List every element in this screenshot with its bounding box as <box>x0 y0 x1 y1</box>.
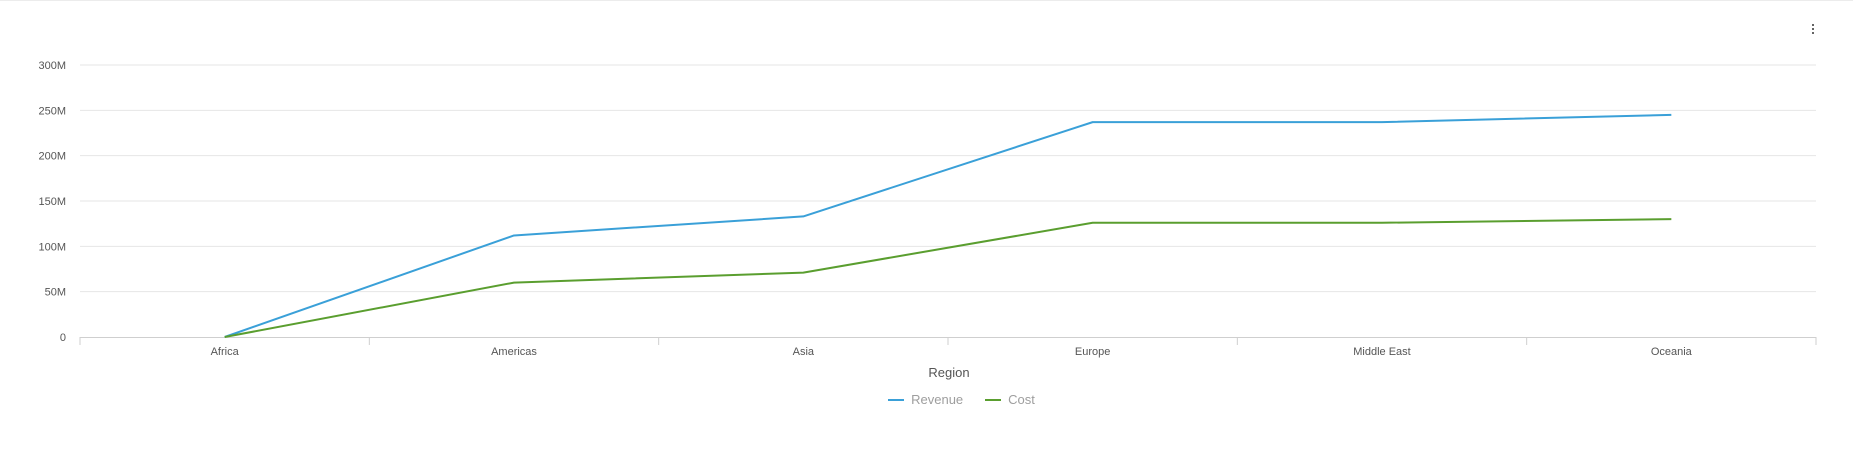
y-tick-label: 0 <box>60 332 66 344</box>
series-line-revenue[interactable] <box>224 113 1672 338</box>
legend-label-revenue: Revenue <box>911 392 964 407</box>
top-divider <box>0 0 1853 1</box>
y-tick-label: 200M <box>38 151 66 163</box>
legend-label-cost: Cost <box>1008 392 1035 407</box>
y-tick-label: 50M <box>45 287 66 299</box>
y-tick-label: 250M <box>38 105 66 117</box>
x-tick-label: Asia <box>793 346 815 358</box>
y-tick-label: 300M <box>38 60 66 72</box>
more-options-button[interactable] <box>1806 18 1820 40</box>
x-tick-label: Europe <box>1075 346 1110 358</box>
y-tick-label: 150M <box>38 196 66 208</box>
more-vertical-icon <box>1812 24 1814 26</box>
legend-swatch-revenue <box>888 398 905 401</box>
legend-swatch-cost <box>985 398 1002 401</box>
series-line-cost[interactable] <box>224 218 1672 338</box>
x-axis-title: Region <box>928 365 969 380</box>
legend-item-revenue[interactable]: Revenue <box>888 392 963 407</box>
legend-item-cost[interactable]: Cost <box>985 392 1035 407</box>
x-tick-label: Americas <box>491 346 537 358</box>
chart-legend: Revenue Cost <box>0 392 1853 407</box>
series-lines <box>224 113 1672 338</box>
gridlines <box>80 64 1816 293</box>
x-tick-label: Middle East <box>1353 346 1410 358</box>
more-vertical-icon-dot <box>1812 28 1814 30</box>
more-vertical-icon-dot <box>1812 32 1814 34</box>
x-tick-label: Oceania <box>1651 346 1693 358</box>
axes: 0 50M 100M 150M 200M 250M 300M Africa Americas As… <box>38 60 1817 358</box>
x-tick-label: Africa <box>211 346 240 358</box>
y-tick-label: 100M <box>38 241 66 253</box>
